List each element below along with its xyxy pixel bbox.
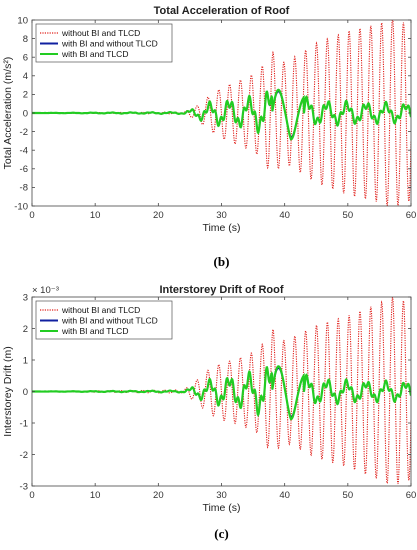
x-tick-label: 20 bbox=[153, 210, 164, 221]
figure-caption: (b) bbox=[214, 254, 230, 269]
legend-label: with BI and without TLCD bbox=[61, 316, 158, 326]
legend-label: without BI and TLCD bbox=[61, 28, 140, 38]
x-tick-label: 20 bbox=[153, 490, 164, 501]
y-multiplier: × 10⁻³ bbox=[32, 285, 59, 296]
y-tick-label: 0 bbox=[23, 387, 28, 398]
y-tick-label: -6 bbox=[20, 164, 28, 175]
y-tick-label: 1 bbox=[23, 355, 28, 366]
x-tick-label: 60 bbox=[406, 490, 417, 501]
y-tick-label: 8 bbox=[23, 34, 28, 45]
y-tick-label: 4 bbox=[23, 71, 28, 82]
y-axis-label: Total Acceleration (m/s²) bbox=[2, 57, 14, 170]
y-tick-label: 3 bbox=[23, 292, 28, 303]
plot-area bbox=[32, 297, 411, 485]
y-tick-label: 2 bbox=[23, 90, 28, 101]
figure-caption: (c) bbox=[214, 526, 228, 541]
series-line-with-bi-and-tlcd bbox=[32, 365, 411, 421]
x-axis-label: Time (s) bbox=[202, 502, 240, 514]
x-tick-label: 40 bbox=[279, 490, 290, 501]
y-tick-label: -2 bbox=[20, 127, 28, 138]
legend-label: with BI and without TLCD bbox=[61, 39, 158, 49]
chart-title: Interstorey Drift of Roof bbox=[159, 284, 283, 296]
legend-box bbox=[35, 23, 173, 63]
series-line-with-bi-and-tlcd bbox=[32, 88, 411, 141]
legend-label: without BI and TLCD bbox=[61, 305, 140, 315]
y-tick-label: -1 bbox=[20, 418, 28, 429]
chart-title: Total Acceleration of Roof bbox=[154, 5, 290, 17]
plot-area bbox=[32, 20, 411, 206]
y-tick-label: -4 bbox=[20, 146, 28, 157]
x-tick-label: 50 bbox=[343, 210, 354, 221]
y-tick-label: 2 bbox=[23, 324, 28, 335]
y-tick-label: -8 bbox=[20, 183, 28, 194]
legend-label: with BI and TLCD bbox=[61, 49, 128, 59]
x-tick-label: 30 bbox=[216, 210, 227, 221]
y-tick-label: 6 bbox=[23, 53, 28, 64]
y-axis-label: Interstorey Drift (m) bbox=[2, 346, 14, 436]
y-tick-label: -3 bbox=[20, 481, 28, 492]
x-tick-label: 60 bbox=[406, 210, 417, 221]
x-tick-label: 40 bbox=[279, 210, 290, 221]
y-tick-label: -2 bbox=[20, 450, 28, 461]
series-line-with-bi-without-tlcd bbox=[32, 367, 411, 418]
x-tick-label: 0 bbox=[29, 490, 34, 501]
x-tick-label: 30 bbox=[216, 490, 227, 501]
legend-label: with BI and TLCD bbox=[61, 326, 128, 336]
y-tick-label: -10 bbox=[14, 201, 28, 212]
x-tick-label: 50 bbox=[343, 490, 354, 501]
legend-box bbox=[35, 300, 173, 340]
x-axis-label: Time (s) bbox=[202, 222, 240, 234]
y-tick-label: 0 bbox=[23, 108, 28, 119]
x-tick-label: 10 bbox=[90, 490, 101, 501]
x-tick-label: 0 bbox=[29, 210, 34, 221]
y-tick-label: 10 bbox=[17, 15, 28, 26]
x-tick-label: 10 bbox=[90, 210, 101, 221]
